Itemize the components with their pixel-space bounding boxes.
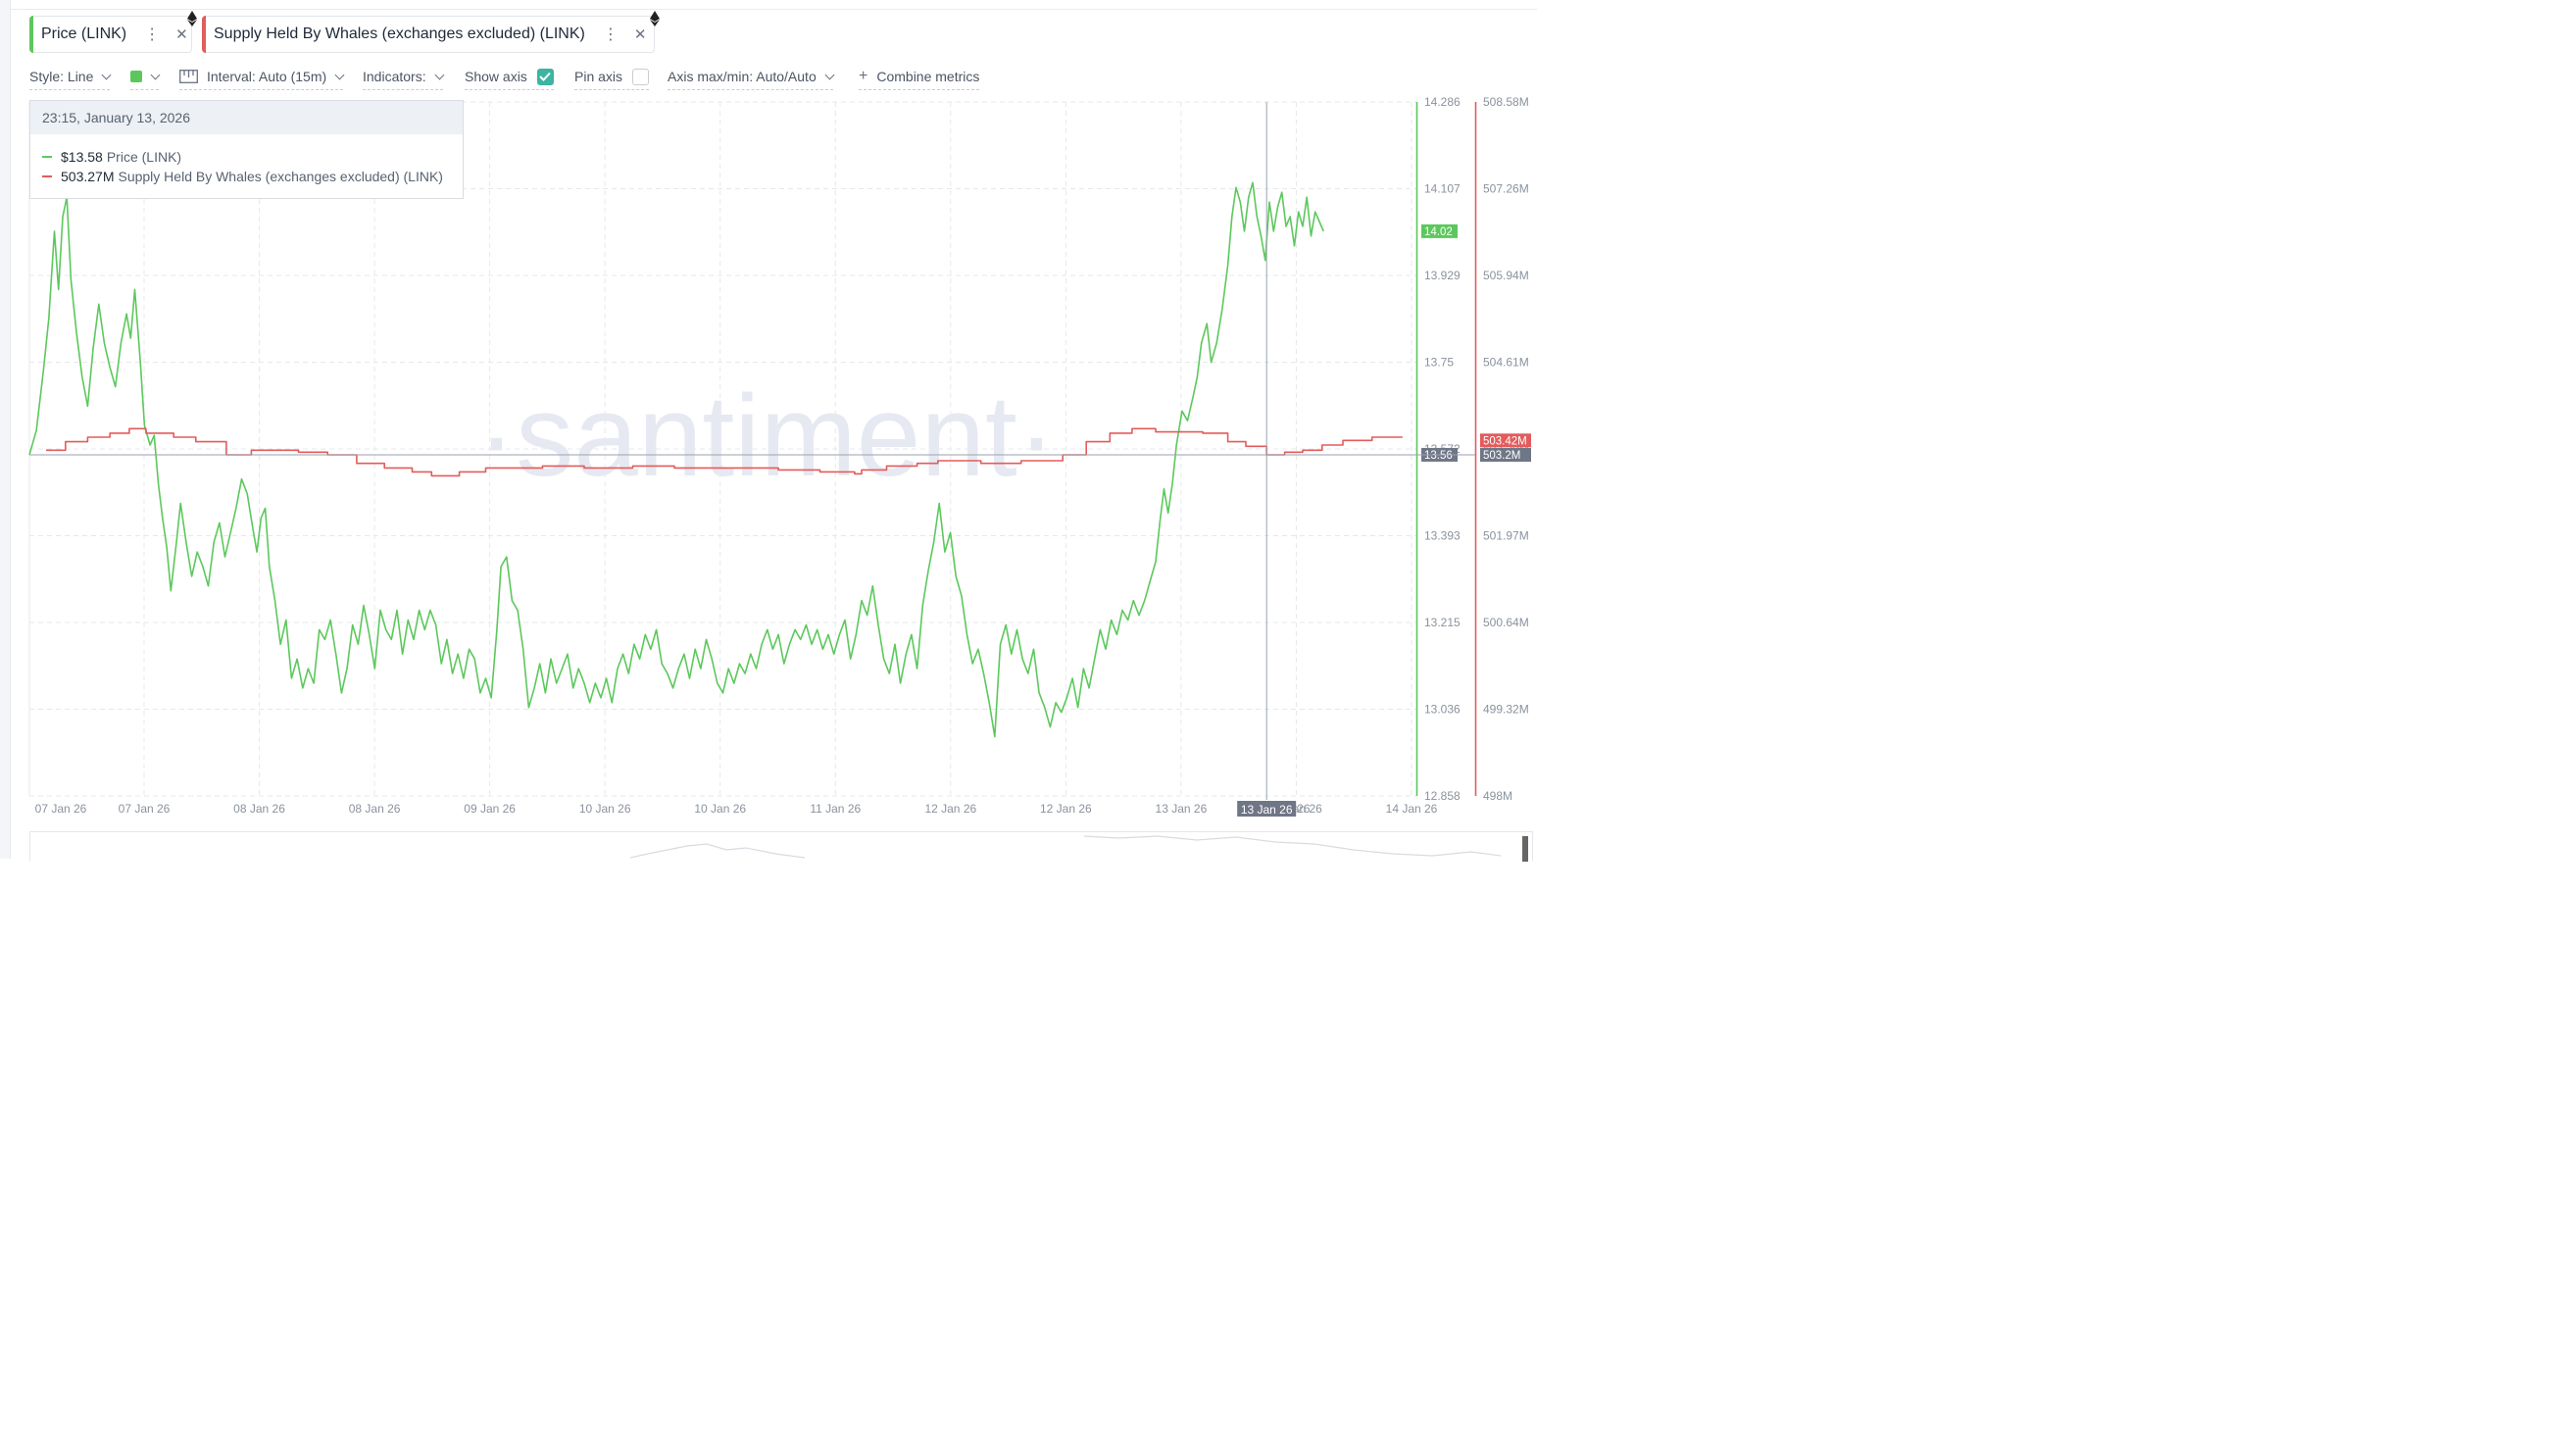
pin-axis-label: Pin axis	[574, 69, 623, 84]
y-right-hover-tag-bg	[1480, 448, 1531, 463]
indicators-label: Indicators:	[363, 69, 426, 84]
check-icon	[539, 72, 552, 81]
x-tick-label: 13 Jan 26	[1156, 802, 1208, 816]
y-left-tick-label: 12.858	[1424, 789, 1461, 803]
pin-axis-checkbox[interactable]	[632, 68, 650, 85]
axes-layer: 14.28614.10713.92913.7513.57213.39313.21…	[35, 95, 1531, 817]
y-left-hover-tag: 13.56	[1424, 450, 1453, 462]
y-left-tick-label: 13.393	[1424, 529, 1461, 543]
close-icon[interactable]: ✕	[175, 26, 188, 43]
ethereum-icon	[187, 11, 197, 26]
plus-icon: +	[859, 68, 868, 84]
metric-chip-whale-supply[interactable]: Supply Held By Whales (exchanges exclude…	[202, 11, 660, 53]
y-left-tick-label: 14.286	[1424, 95, 1461, 109]
metric-color-bar	[29, 16, 33, 53]
pin-axis-toggle[interactable]: Pin axis	[574, 65, 650, 90]
axis-maxmin-label: Axis max/min: Auto/Auto	[668, 69, 817, 84]
series-line	[28, 181, 1324, 738]
santiment-watermark: ·santiment·	[477, 372, 1056, 501]
y-left-tick-label: 13.036	[1424, 703, 1461, 717]
show-axis-checkbox[interactable]	[536, 68, 554, 85]
metric-color-bar	[202, 16, 206, 53]
y-right-tick-label: 501.97M	[1483, 529, 1529, 543]
chart-grid	[28, 101, 1416, 797]
tooltip-series-name: Price (LINK)	[106, 149, 182, 165]
show-axis-label: Show axis	[465, 69, 527, 84]
x-tick-label: 10 Jan 26	[579, 802, 631, 816]
y-left-tick-label: 13.929	[1424, 269, 1461, 282]
y-right-tick-label: 499.32M	[1483, 703, 1529, 717]
color-swatch	[130, 71, 142, 82]
show-axis-toggle[interactable]: Show axis	[465, 65, 554, 90]
tooltip-row-whales: 503.27M Supply Held By Whales (exchanges…	[42, 169, 443, 184]
y-left-current-tag-bg	[1421, 223, 1458, 238]
top-divider	[10, 9, 1537, 10]
tooltip-date: 23:15, January 13, 2026	[30, 101, 463, 134]
y-right-tick-label: 498M	[1483, 789, 1512, 803]
y-right-tick-label: 507.26M	[1483, 182, 1529, 196]
x-tick-label: 08 Jan 26	[233, 802, 285, 816]
color-select[interactable]	[130, 65, 161, 90]
y-right-tick-label: 508.58M	[1483, 95, 1529, 109]
style-label: Style: Line	[29, 69, 94, 84]
x-tick-label: 12 Jan 26	[924, 802, 976, 816]
interval-label: Interval: Auto (15m)	[207, 69, 327, 84]
axis-maxmin-select[interactable]: Axis max/min: Auto/Auto	[668, 65, 835, 90]
x-hover-tag: 13 Jan 26	[1241, 803, 1293, 817]
indicators-select[interactable]: Indicators:	[363, 65, 445, 90]
y-right-tick-label: 500.64M	[1483, 616, 1529, 629]
series-swatch	[42, 156, 52, 158]
metric-label: Supply Held By Whales (exchanges exclude…	[214, 25, 585, 42]
x-hover-tag-bg	[1237, 801, 1297, 817]
x-hover-partial-label: 26	[1297, 802, 1311, 816]
hover-tooltip: 23:15, January 13, 2026 $13.58 Price (LI…	[29, 100, 464, 199]
tooltip-row-price: $13.58 Price (LINK)	[42, 149, 181, 165]
y-left-tick-label: 13.75	[1424, 356, 1454, 370]
y-right-current-tag-bg	[1480, 433, 1531, 448]
x-tick-label: 07 Jan 26	[35, 802, 87, 816]
crosshair	[29, 102, 1475, 800]
y-right-tick-label: 505.94M	[1483, 269, 1529, 282]
metric-chip-price[interactable]: Price (LINK) ⋮ ✕	[29, 11, 197, 53]
more-options-icon[interactable]: ⋮	[144, 26, 161, 43]
x-tick-label: 08 Jan 26	[349, 802, 401, 816]
x-tick-label: 12 Jan 26	[1040, 802, 1092, 816]
more-options-icon[interactable]: ⋮	[602, 26, 619, 43]
series-line	[46, 427, 1403, 477]
x-tick-label: 10 Jan 26	[694, 802, 746, 816]
combine-metrics-button[interactable]: + Combine metrics	[859, 65, 980, 90]
y-left-tick-label: 14.107	[1424, 182, 1461, 196]
x-tick-label: 14 Jan 26	[1386, 802, 1438, 816]
tooltip-value: 503.27M	[61, 169, 115, 184]
series-swatch	[42, 175, 52, 177]
metric-label: Price (LINK)	[41, 25, 127, 42]
ruler-icon	[179, 70, 198, 83]
y-right-hover-tag: 503.2M	[1483, 450, 1520, 462]
navigator-handle	[1522, 836, 1528, 862]
tooltip-value: $13.58	[61, 149, 103, 165]
y-right-current-tag: 503.42M	[1483, 435, 1527, 447]
chart-canvas[interactable]: ·santiment· 14.28614.10713.92913.7513.57…	[0, 0, 1537, 859]
x-tick-label: 09 Jan 26	[464, 802, 516, 816]
combine-metrics-label: Combine metrics	[876, 69, 980, 84]
series-layer	[28, 181, 1403, 738]
x-tick-label: 07 Jan 26	[119, 802, 171, 816]
interval-select[interactable]: Interval: Auto (15m)	[179, 65, 345, 90]
y-left-tick-label: 13.215	[1424, 616, 1461, 629]
navigator-preview	[629, 835, 1528, 862]
left-edge	[0, 0, 11, 859]
range-navigator[interactable]	[29, 831, 1533, 862]
y-left-current-tag: 14.02	[1424, 226, 1453, 238]
close-icon[interactable]: ✕	[633, 26, 647, 43]
style-select[interactable]: Style: Line	[29, 65, 112, 90]
y-right-tick-label: 504.61M	[1483, 356, 1529, 370]
ethereum-icon	[650, 11, 660, 26]
x-tick-label: 11 Jan 26	[810, 802, 861, 816]
tooltip-series-name: Supply Held By Whales (exchanges exclude…	[118, 169, 443, 184]
